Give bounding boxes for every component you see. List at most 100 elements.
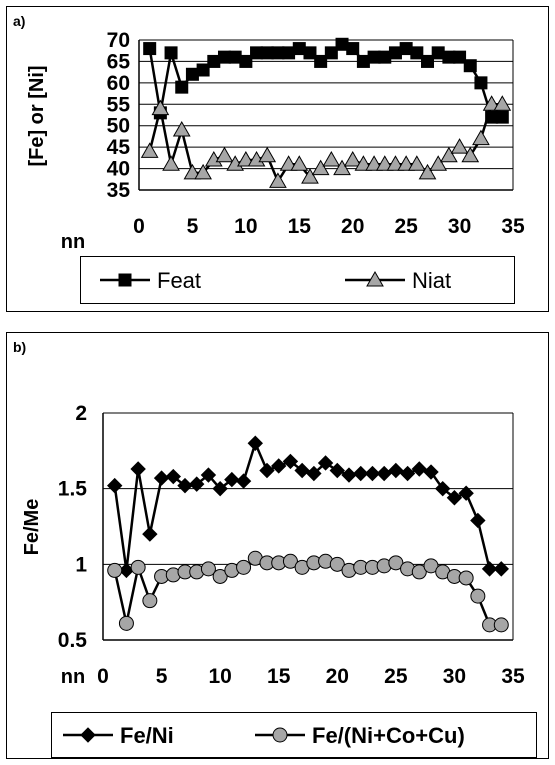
data-point-circle (118, 615, 134, 631)
x-tick-label-a: 15 (288, 215, 312, 238)
x-tick-label-a: 35 (501, 215, 525, 238)
data-point-diamond (247, 435, 263, 451)
data-point-square (164, 46, 178, 60)
data-point-diamond (177, 477, 193, 494)
y-tick-label-a: 50 (107, 115, 130, 138)
data-point-circle (142, 593, 158, 609)
data-point-diamond (142, 526, 158, 542)
data-point-diamond (200, 467, 217, 483)
data-point-diamond (306, 465, 322, 482)
y-axis-label-a: [Fe] or [Ni] (26, 65, 48, 166)
data-point-diamond (259, 462, 275, 479)
x-tick-label-b: 5 (156, 665, 168, 688)
data-point-square (196, 63, 210, 77)
panel-label-b: b) (13, 339, 27, 355)
data-point-triangle (450, 138, 469, 154)
data-point-circle (212, 568, 228, 584)
data-point-square (410, 46, 424, 60)
data-point-diamond (435, 480, 451, 497)
legend-label-fe-me: Fe/(Ni+Co+Cu) (312, 723, 465, 748)
data-point-diamond (165, 468, 181, 485)
data-point-triangle (140, 142, 159, 158)
y-tick-label-a: 35 (107, 179, 131, 202)
data-point-diamond (130, 461, 146, 477)
data-point-triangle (269, 172, 287, 188)
data-point-square (175, 80, 189, 94)
x-tick-label-b: 15 (267, 665, 291, 688)
data-point-diamond (470, 512, 486, 529)
data-point-circle (200, 561, 216, 577)
data-point-diamond (481, 561, 498, 577)
data-point-circle (107, 562, 123, 578)
data-point-circle (423, 558, 439, 574)
data-point-diamond (153, 470, 170, 486)
data-point-circle (493, 617, 509, 633)
data-point-triangle (354, 155, 373, 171)
y-tick-label-a: 60 (107, 72, 130, 95)
x-tick-label-a: 0 (133, 215, 145, 238)
x-axis-label-b: nn (61, 666, 85, 688)
data-point-triangle (258, 146, 277, 163)
legend-marker-circle (272, 727, 288, 743)
x-tick-label-a: 20 (341, 215, 364, 238)
legend-marker-square (118, 273, 132, 287)
data-point-triangle (472, 129, 490, 146)
x-tick-label-b: 20 (326, 665, 349, 688)
x-tick-label-a: 5 (187, 215, 199, 238)
data-point-diamond (235, 473, 252, 489)
series-line-diamond (113, 439, 502, 571)
data-point-square (453, 50, 467, 64)
data-point-triangle (375, 155, 394, 171)
data-point-triangle (194, 163, 212, 180)
data-point-square (495, 110, 509, 124)
data-point-square (463, 59, 477, 73)
chart-panel-b: b) (6, 332, 549, 759)
data-point-diamond (212, 480, 228, 497)
data-point-diamond (411, 461, 427, 477)
y-tick-label-a: 40 (107, 158, 130, 181)
data-point-triangle (215, 146, 234, 163)
data-point-square (421, 54, 435, 68)
data-point-diamond (364, 465, 381, 482)
x-tick-label-b: 30 (443, 665, 466, 688)
data-point-triangle (461, 146, 480, 163)
data-point-circle (329, 556, 345, 572)
data-point-square (143, 42, 157, 56)
data-point-diamond (376, 465, 392, 482)
data-point-triangle (407, 155, 426, 171)
data-point-triangle (429, 155, 448, 171)
legend-label-niat: Niat (412, 268, 451, 293)
x-tick-label-b: 25 (384, 665, 408, 688)
data-point-circle (282, 553, 298, 569)
data-point-triangle (172, 120, 191, 137)
data-point-triangle (482, 95, 501, 111)
data-point-circle (470, 588, 486, 604)
data-point-diamond (399, 465, 416, 482)
x-tick-label-a: 30 (448, 215, 471, 238)
data-point-triangle (151, 99, 170, 116)
data-point-diamond (294, 462, 310, 479)
data-point-square (346, 42, 360, 56)
data-point-triangle (397, 155, 416, 171)
data-point-triangle (493, 95, 512, 111)
data-point-triangle (333, 159, 351, 176)
y-tick-label-b: 1 (75, 553, 87, 576)
y-axis-label-b: Fe/Me (21, 499, 43, 556)
data-point-diamond (446, 490, 463, 506)
data-point-triangle (440, 146, 458, 163)
legend-marker-diamond (80, 727, 96, 743)
data-point-diamond (329, 462, 345, 479)
data-point-diamond (189, 476, 205, 492)
data-point-triangle (365, 155, 383, 171)
data-point-diamond (107, 477, 123, 494)
data-point-circle (388, 555, 404, 571)
y-tick-label-a: 55 (107, 93, 131, 116)
data-point-triangle (322, 150, 341, 167)
data-point-triangle (418, 163, 437, 180)
data-point-diamond (353, 465, 369, 482)
data-point-triangle (183, 163, 202, 180)
data-point-triangle (311, 159, 330, 176)
data-point-triangle (162, 155, 180, 171)
data-point-circle (236, 559, 252, 575)
